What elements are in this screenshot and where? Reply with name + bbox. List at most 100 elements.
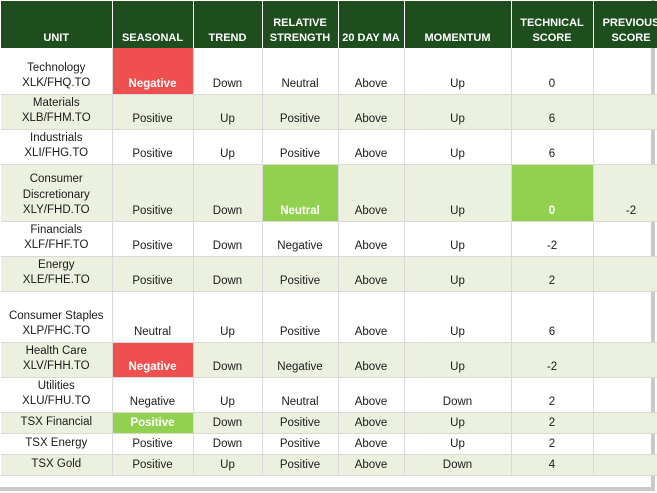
unit-line: Health Care bbox=[25, 344, 87, 357]
cell-trend: Down bbox=[193, 48, 263, 95]
cell-prev bbox=[593, 291, 657, 343]
cell-momentum: Up bbox=[404, 221, 512, 257]
cell-rs: Negative bbox=[262, 342, 339, 378]
cell-rs: Positive bbox=[262, 256, 339, 292]
cell-rs: Positive bbox=[262, 454, 339, 476]
cell-trend: Up bbox=[193, 377, 263, 413]
cell-seasonal: Positive bbox=[112, 256, 194, 292]
cell-rs: Positive bbox=[262, 291, 339, 343]
cell-score: 2 bbox=[511, 256, 594, 292]
unit-line: XLE/FHE.TO bbox=[22, 274, 90, 286]
cell-score: 4 bbox=[511, 454, 594, 476]
unit-line: XLY/FHD.TO bbox=[22, 204, 90, 216]
header-technical-score: TECHNICAL SCORE bbox=[511, 1, 594, 48]
unit-line: XLK/FHQ.TO bbox=[22, 77, 91, 89]
unit-line: XLV/FHH.TO bbox=[22, 360, 90, 372]
cell-score: 2 bbox=[511, 377, 594, 413]
technical-score-table: UNIT SEASONAL TREND RELATIVE STRENGTH 20… bbox=[1, 1, 657, 476]
cell-unit: TSX Energy bbox=[1, 433, 113, 455]
cell-seasonal: Negative bbox=[112, 377, 194, 413]
unit-line: XLU/FHU.TO bbox=[22, 395, 91, 407]
cell-momentum: Up bbox=[404, 412, 512, 434]
cell-ma: Above bbox=[338, 342, 405, 378]
cell-ma: Above bbox=[338, 48, 405, 95]
cell-score: -2 bbox=[511, 342, 594, 378]
cell-unit: TSX Gold bbox=[1, 454, 113, 476]
cell-momentum: Up bbox=[404, 433, 512, 455]
cell-score: 6 bbox=[511, 291, 594, 343]
unit-line: XLF/FHF.TO bbox=[24, 239, 89, 251]
cell-ma: Above bbox=[338, 221, 405, 257]
cell-seasonal: Positive bbox=[112, 221, 194, 257]
cell-ma: Above bbox=[338, 412, 405, 434]
header-relative-strength: RELATIVE STRENGTH bbox=[262, 1, 339, 48]
cell-trend: Down bbox=[193, 164, 263, 222]
cell-seasonal: Positive bbox=[112, 129, 194, 165]
cell-momentum: Up bbox=[404, 48, 512, 95]
cell-momentum: Down bbox=[404, 377, 512, 413]
cell-prev bbox=[593, 377, 657, 413]
header-seasonal: SEASONAL bbox=[112, 1, 194, 48]
cell-prev bbox=[593, 221, 657, 257]
cell-trend: Up bbox=[193, 291, 263, 343]
cell-trend: Down bbox=[193, 256, 263, 292]
unit-line: Consumer Staples bbox=[8, 309, 104, 322]
header-unit: UNIT bbox=[1, 1, 113, 48]
cell-prev bbox=[593, 342, 657, 378]
cell-momentum: Down bbox=[404, 454, 512, 476]
cell-unit: Consumer Discretionary XLY/FHD.TO bbox=[1, 164, 113, 222]
cell-rs: Neutral bbox=[262, 164, 339, 222]
header-20-day-ma: 20 DAY MA bbox=[338, 1, 405, 48]
cell-seasonal: Negative bbox=[112, 48, 194, 95]
cell-score: 6 bbox=[511, 94, 594, 130]
cell-score: 2 bbox=[511, 433, 594, 455]
cell-trend: Up bbox=[193, 129, 263, 165]
cell-unit: Materials XLB/FHM.TO bbox=[1, 94, 113, 130]
header-previous-score: PREVIOUS SCORE bbox=[593, 1, 657, 48]
table-row: TSX Gold Positive Up Positive Above Down 4 bbox=[1, 454, 657, 476]
cell-momentum: Up bbox=[404, 291, 512, 343]
cell-seasonal: Positive bbox=[112, 164, 194, 222]
cell-rs: Neutral bbox=[262, 48, 339, 95]
table-row: Technology XLK/FHQ.TO Negative Down Neutral A… bbox=[1, 48, 657, 95]
unit-line: Financials bbox=[30, 223, 83, 236]
cell-prev bbox=[593, 433, 657, 455]
cell-score: 0 bbox=[511, 164, 594, 222]
header-trend: TREND bbox=[193, 1, 263, 48]
cell-ma: Above bbox=[338, 454, 405, 476]
cell-seasonal: Positive bbox=[112, 454, 194, 476]
cell-trend: Up bbox=[193, 454, 263, 476]
unit-line: XLB/FHM.TO bbox=[21, 112, 91, 124]
cell-momentum: Up bbox=[404, 94, 512, 130]
cell-seasonal: Neutral bbox=[112, 291, 194, 343]
cell-unit: TSX Financial bbox=[1, 412, 113, 434]
unit-line: Materials bbox=[32, 96, 80, 109]
cell-rs: Positive bbox=[262, 129, 339, 165]
cell-rs: Positive bbox=[262, 433, 339, 455]
cell-seasonal: Positive bbox=[112, 433, 194, 455]
cell-ma: Above bbox=[338, 433, 405, 455]
cell-score: 2 bbox=[511, 412, 594, 434]
cell-prev bbox=[593, 412, 657, 434]
cell-seasonal: Positive bbox=[112, 412, 194, 434]
cell-momentum: Up bbox=[404, 342, 512, 378]
cell-rs: Neutral bbox=[262, 377, 339, 413]
table-row: Consumer Staples XLP/FHC.TO Neutral Up Posit… bbox=[1, 291, 657, 343]
cell-prev bbox=[593, 256, 657, 292]
cell-prev: -2 bbox=[593, 164, 657, 222]
cell-unit: Energy XLE/FHE.TO bbox=[1, 256, 113, 292]
cell-trend: Down bbox=[193, 433, 263, 455]
cell-unit: Technology XLK/FHQ.TO bbox=[1, 48, 113, 95]
unit-line: TSX Gold bbox=[31, 458, 82, 470]
cell-ma: Above bbox=[338, 256, 405, 292]
cell-trend: Down bbox=[193, 221, 263, 257]
cell-unit: Utilities XLU/FHU.TO bbox=[1, 377, 113, 413]
table-row: Industrials XLI/FHG.TO Positive Up Positive A… bbox=[1, 129, 657, 165]
cell-prev bbox=[593, 94, 657, 130]
cell-ma: Above bbox=[338, 164, 405, 222]
table-row: Energy XLE/FHE.TO Positive Down Positive Abov… bbox=[1, 256, 657, 292]
table-row: Health Care XLV/FHH.TO Negative Down Negativ… bbox=[1, 342, 657, 378]
cell-rs: Negative bbox=[262, 221, 339, 257]
cell-rs: Positive bbox=[262, 412, 339, 434]
unit-line: Energy bbox=[38, 258, 75, 271]
